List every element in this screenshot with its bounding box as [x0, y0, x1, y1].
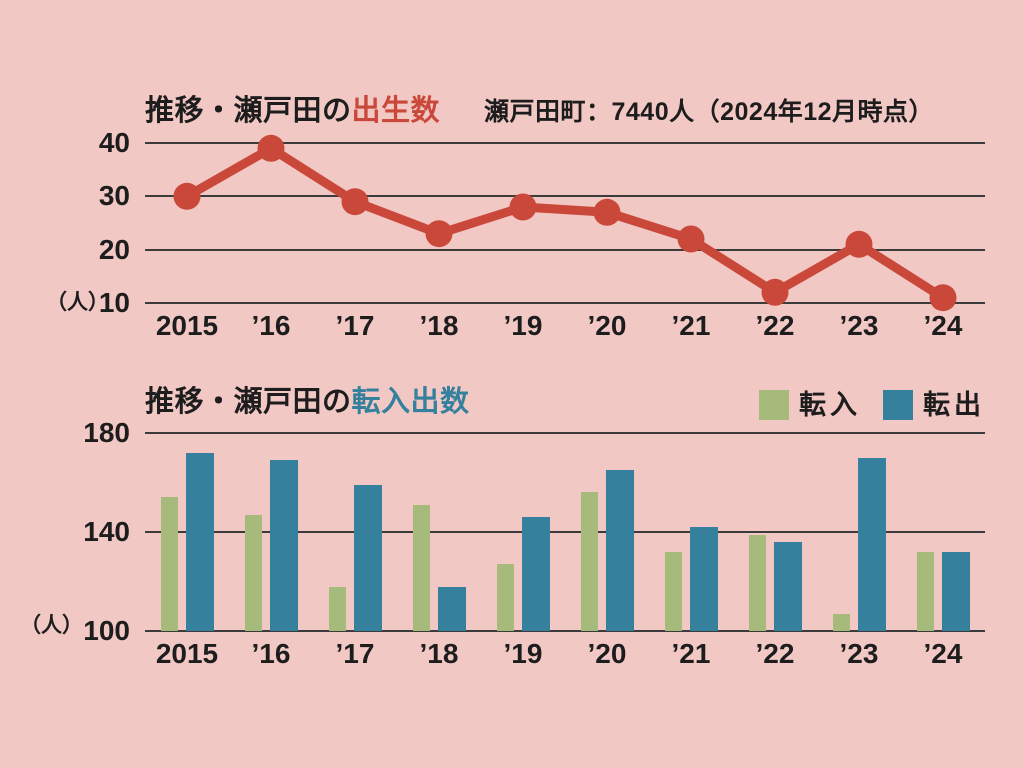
data-point — [677, 225, 705, 253]
bar-move-in — [496, 564, 514, 631]
y-tick-label: 180 — [83, 417, 130, 448]
data-point — [593, 198, 621, 226]
bar-move-in — [160, 497, 178, 631]
y-tick-label: 100 — [83, 615, 130, 646]
legend: 転入 転出 — [759, 390, 985, 420]
migration-unit-label: （人） — [20, 614, 83, 637]
y-tick-label: 140 — [83, 516, 130, 547]
bar-move-out — [269, 460, 298, 631]
x-tick-label: ’18 — [419, 310, 459, 341]
migration-chart-title: 推移・瀬戸田の転入出数 — [145, 388, 470, 417]
data-point — [761, 278, 789, 306]
data-point — [929, 284, 957, 312]
grid-line — [145, 302, 985, 304]
data-point — [341, 188, 369, 216]
data-point — [509, 193, 537, 221]
bar-move-out — [437, 586, 466, 631]
line-path — [182, 143, 948, 303]
bar-move-in — [328, 586, 346, 631]
x-tick-label: ’21 — [671, 310, 711, 341]
move-out-swatch-icon — [883, 390, 913, 420]
legend-label-move-out: 転出 — [923, 389, 985, 420]
y-tick-label: 40 — [98, 127, 130, 158]
legend-label-move-in: 転入 — [799, 389, 861, 420]
bar-move-out — [521, 517, 550, 631]
births-unit-label: （人） — [46, 291, 109, 314]
grid-line — [145, 531, 985, 533]
bar-move-out — [941, 551, 970, 631]
x-tick-label: ’23 — [839, 638, 879, 669]
x-tick-label: ’21 — [671, 638, 711, 669]
x-tick-label: ’19 — [503, 638, 543, 669]
grid-line — [145, 432, 985, 434]
bar-move-out — [185, 452, 214, 631]
x-tick-label: ’20 — [587, 310, 627, 341]
bar-move-in — [412, 504, 430, 631]
grid-line — [145, 630, 985, 632]
line-series — [173, 134, 957, 312]
bar-move-out — [353, 485, 382, 631]
x-tick-label: 2015 — [155, 638, 219, 669]
bar-move-in — [244, 514, 262, 631]
x-tick-label: ’23 — [839, 310, 879, 341]
move-in-swatch-icon — [759, 390, 789, 420]
x-tick-label: ’16 — [251, 310, 291, 341]
bar-move-in — [580, 492, 598, 631]
y-tick-label: 20 — [98, 233, 130, 265]
births-plot-area: 40 30 20 10 2015 ’16 ’17 ’18 ’19 ’20 ’21 ’22 ’23 ’24 — [99, 129, 985, 340]
x-tick-label: ’18 — [419, 638, 459, 669]
data-point — [173, 182, 201, 210]
grid-line — [145, 142, 985, 144]
x-tick-label: ’16 — [251, 638, 291, 669]
bar-move-in — [748, 534, 766, 631]
migration-title-highlight: 転入出数 — [351, 386, 470, 418]
migration-title-prefix: 推移・瀬戸田の — [145, 386, 352, 418]
x-tick-label: ’17 — [335, 638, 375, 669]
x-tick-label: ’22 — [755, 310, 795, 341]
x-axis-labels: 2015 ’16 ’17 ’18 ’19 ’20 ’21 ’22 ’23 ’24 — [145, 312, 985, 340]
y-tick-label: 30 — [98, 180, 130, 212]
x-tick-label: ’19 — [503, 310, 543, 341]
bar-move-out — [605, 470, 634, 631]
x-tick-label: 2015 — [155, 310, 219, 341]
data-point — [845, 230, 873, 258]
x-tick-label: ’24 — [923, 310, 963, 341]
bar-move-in — [916, 551, 934, 631]
population-annotation: 瀬戸田町：7440人（2024年12月時点） — [484, 98, 935, 126]
bar-move-in — [832, 613, 850, 631]
y-tick-label: 10 — [98, 287, 130, 318]
births-title-prefix: 推移・瀬戸田の — [145, 95, 352, 127]
grid-line — [145, 248, 985, 251]
bar-move-in — [664, 551, 682, 631]
x-axis-labels: 2015 ’16 ’17 ’18 ’19 ’20 ’21 ’22 ’23 ’24 — [145, 640, 985, 668]
migration-plot-area: 180 140 100 2015 ’16 ’17 ’18 ’19 ’20 ’21 ’22 ’23 ’24 — [83, 419, 985, 668]
data-point — [257, 134, 285, 162]
x-tick-label: ’22 — [755, 638, 795, 669]
grid-line — [145, 195, 985, 198]
births-chart-title: 推移・瀬戸田の出生数 — [145, 97, 440, 126]
x-tick-label: ’24 — [923, 638, 963, 669]
bar-move-out — [857, 457, 886, 631]
x-tick-label: ’20 — [587, 638, 627, 669]
bar-move-out — [689, 527, 718, 631]
x-tick-label: ’17 — [335, 310, 375, 341]
births-title-highlight: 出生数 — [351, 95, 441, 127]
data-point — [425, 220, 453, 248]
bar-move-out — [773, 541, 802, 631]
